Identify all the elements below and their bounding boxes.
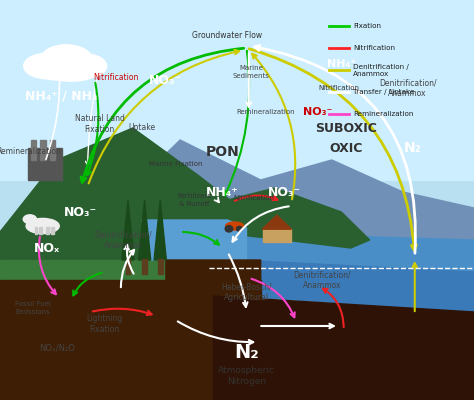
Bar (40, 140, 46, 160)
Polygon shape (166, 260, 261, 300)
Polygon shape (166, 188, 370, 248)
Text: Remineralization: Remineralization (236, 109, 295, 115)
Text: Natural Land
Fixation: Natural Land Fixation (74, 114, 125, 134)
Text: Denitrification/
Anammox: Denitrification/ Anammox (94, 230, 152, 250)
Text: Marine Fixation: Marine Fixation (149, 161, 202, 167)
Text: NO₃⁻: NO₃⁻ (64, 206, 97, 218)
Polygon shape (0, 280, 261, 400)
Bar (39, 227, 42, 234)
Bar (51, 227, 54, 234)
Ellipse shape (64, 54, 107, 78)
Polygon shape (213, 232, 474, 300)
Text: Nitrification: Nitrification (233, 195, 274, 201)
Text: N₂: N₂ (403, 141, 421, 155)
Text: Atmospheric
Nitrogen: Atmospheric Nitrogen (218, 366, 275, 386)
Text: NO₃⁻: NO₃⁻ (268, 186, 301, 198)
Bar (50, 140, 55, 160)
Text: Fertilizers
& Runoff: Fertilizers & Runoff (177, 194, 211, 206)
Text: Fixation: Fixation (353, 23, 381, 29)
Text: SUBOXIC: SUBOXIC (315, 122, 377, 134)
Bar (142, 259, 147, 274)
Bar (46, 227, 49, 234)
Polygon shape (154, 200, 166, 260)
Text: Marine
Sediments: Marine Sediments (233, 66, 270, 78)
Bar (31, 140, 36, 160)
Polygon shape (0, 140, 474, 260)
Text: Remineralization: Remineralization (353, 111, 413, 117)
Text: OXIC: OXIC (329, 142, 363, 154)
Text: Uptake: Uptake (128, 124, 156, 132)
Text: Transfer / Uptake: Transfer / Uptake (353, 89, 415, 95)
Ellipse shape (225, 226, 233, 232)
Ellipse shape (43, 59, 100, 81)
Text: Nitrification: Nitrification (93, 74, 139, 82)
Text: Nitrification: Nitrification (353, 45, 395, 51)
Text: NH₄⁺ / NH₃: NH₄⁺ / NH₃ (26, 90, 98, 102)
Polygon shape (142, 220, 246, 260)
Ellipse shape (237, 226, 242, 231)
Text: Lightning
Fixation: Lightning Fixation (86, 314, 122, 334)
Polygon shape (138, 200, 151, 260)
Polygon shape (0, 128, 261, 260)
Text: N₂: N₂ (234, 342, 259, 362)
Ellipse shape (38, 60, 76, 80)
Text: Haber-Bosch/
Agricultural: Haber-Bosch/ Agricultural (221, 282, 272, 302)
Text: NH₄⁺: NH₄⁺ (206, 186, 239, 198)
Text: Groundwater Flow: Groundwater Flow (192, 32, 263, 40)
Ellipse shape (26, 218, 59, 234)
Text: PON: PON (206, 145, 240, 159)
Polygon shape (122, 200, 134, 260)
Text: NH₄⁺: NH₄⁺ (327, 59, 356, 69)
Ellipse shape (226, 222, 244, 230)
Polygon shape (262, 215, 292, 229)
Ellipse shape (24, 53, 71, 79)
Text: Denitrification/
Anammox: Denitrification/ Anammox (379, 78, 437, 98)
Polygon shape (213, 296, 474, 400)
Text: NO₃⁻: NO₃⁻ (149, 74, 182, 86)
Text: NOₓ/N₂O: NOₓ/N₂O (39, 344, 75, 352)
Bar (126, 259, 130, 274)
Bar (263, 229, 291, 242)
Bar (28, 148, 62, 180)
Bar (158, 259, 163, 274)
Text: Remineralization: Remineralization (0, 148, 61, 156)
Text: Fossil Fuel
Emissions: Fossil Fuel Emissions (15, 302, 51, 314)
Text: Nitrification: Nitrification (319, 85, 359, 91)
Text: Denitrification /
Anammox: Denitrification / Anammox (353, 64, 409, 76)
Ellipse shape (23, 215, 36, 224)
Polygon shape (237, 260, 474, 312)
Bar (0, 0, 474, 180)
Polygon shape (0, 260, 261, 280)
Text: NO₃⁻: NO₃⁻ (303, 107, 332, 117)
Text: NOₓ: NOₓ (34, 242, 61, 254)
Ellipse shape (40, 45, 92, 75)
Text: Denitrification/
Anammox: Denitrification/ Anammox (293, 270, 351, 290)
Bar (35, 227, 37, 234)
